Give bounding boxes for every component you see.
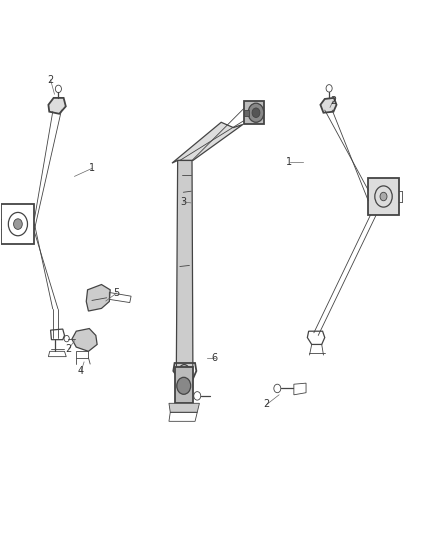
Circle shape [177, 377, 191, 394]
Polygon shape [48, 98, 66, 114]
Polygon shape [321, 98, 336, 113]
Text: 2: 2 [47, 75, 54, 85]
Polygon shape [72, 328, 97, 351]
Polygon shape [244, 101, 264, 124]
Polygon shape [175, 367, 193, 403]
Polygon shape [172, 122, 243, 163]
Circle shape [252, 108, 260, 117]
Polygon shape [368, 178, 399, 215]
Circle shape [380, 192, 387, 201]
Text: 2: 2 [66, 344, 72, 354]
Polygon shape [86, 285, 110, 311]
Text: 1: 1 [286, 157, 293, 166]
Circle shape [248, 103, 264, 122]
Text: 3: 3 [180, 197, 187, 207]
Text: 4: 4 [78, 367, 84, 376]
Polygon shape [177, 160, 193, 367]
Text: 1: 1 [89, 164, 95, 173]
Text: 2: 2 [264, 399, 270, 409]
Polygon shape [169, 403, 199, 413]
Text: 6: 6 [212, 353, 218, 362]
Text: 2: 2 [330, 96, 336, 106]
Circle shape [14, 219, 22, 229]
Polygon shape [244, 110, 250, 116]
Text: 5: 5 [113, 288, 120, 298]
